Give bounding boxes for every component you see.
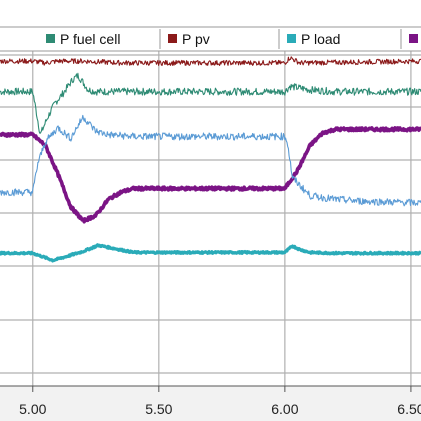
series-lines: [0, 56, 421, 263]
x-tick-label: 5.00: [19, 401, 46, 417]
legend-swatch: [287, 34, 296, 43]
grid: [0, 27, 421, 386]
x-tick-label: 6.00: [271, 401, 298, 417]
legend-swatch: [409, 34, 418, 43]
x-axis-band: [0, 386, 421, 421]
legend-swatch: [168, 34, 177, 43]
legend-label: P fuel cell: [60, 31, 120, 47]
series-line-p-fuel-cell: [0, 72, 421, 134]
series-line-unlabeled-4: [0, 114, 421, 207]
legend-swatch: [46, 34, 55, 43]
x-tick-label: 6.50: [397, 401, 421, 417]
series-line-unlabeled-3: [0, 126, 421, 224]
series-line-p-pv: [0, 56, 421, 66]
x-axis-ticks: 5.00 5.50 6.00 6.50: [19, 386, 421, 417]
legend-bar: [0, 26, 421, 52]
legend: P fuel cell P pv P load: [0, 26, 421, 52]
x-tick-label: 5.50: [145, 401, 172, 417]
legend-label: P pv: [182, 31, 210, 47]
legend-label: P load: [301, 31, 340, 47]
series-line-p-load: [0, 243, 421, 263]
